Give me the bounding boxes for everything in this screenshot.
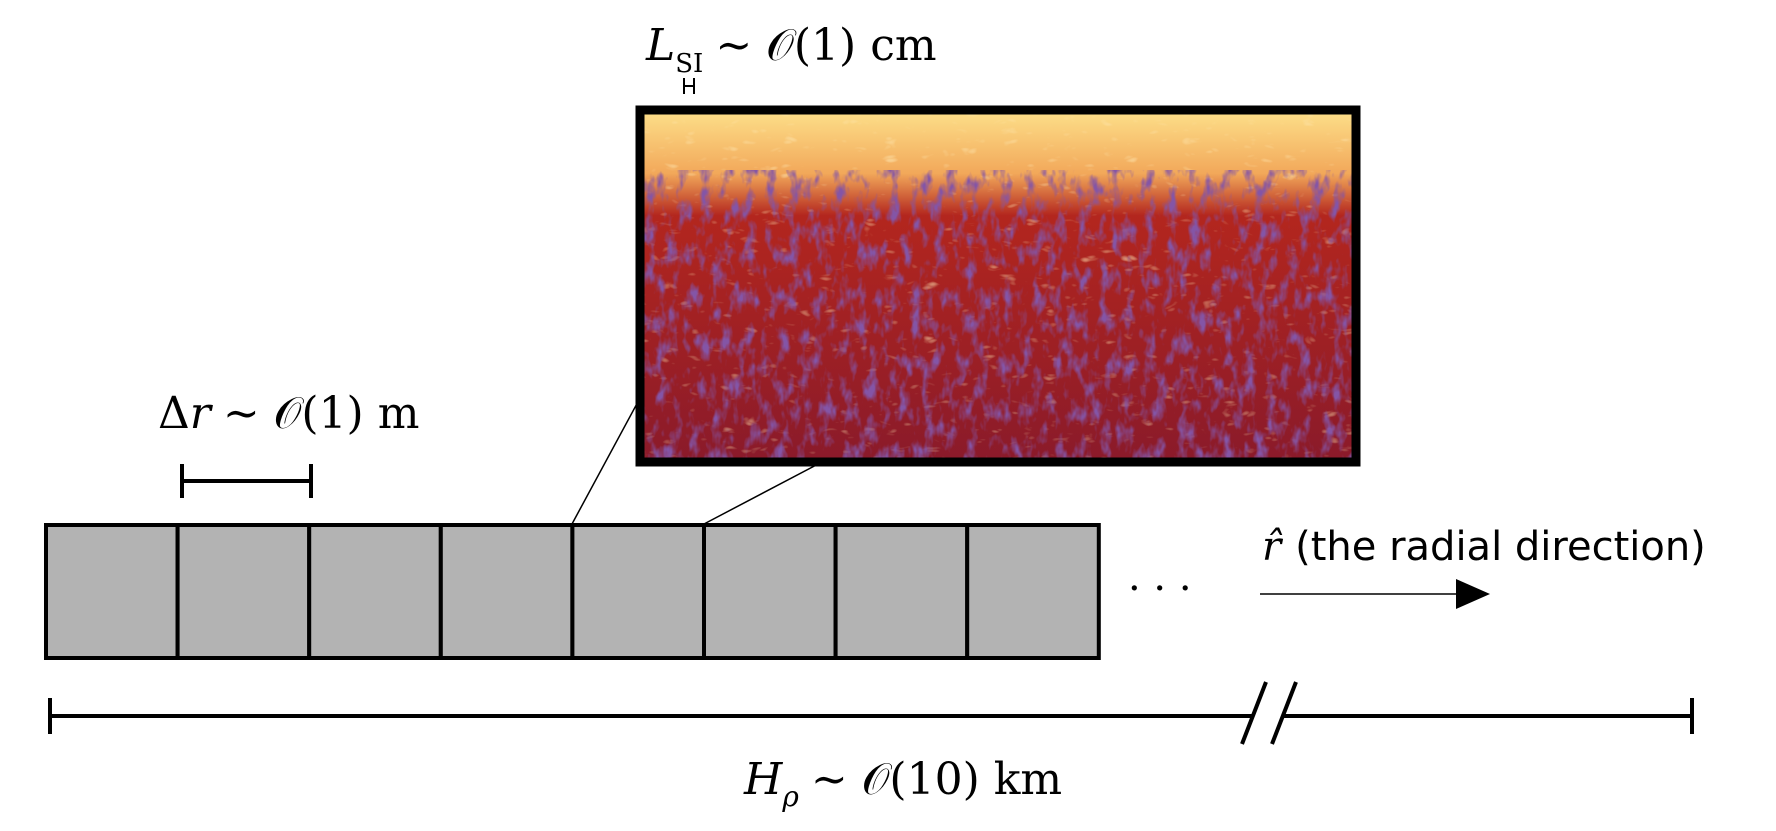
radial-label: r̂ (the radial direction) (1262, 524, 1706, 570)
grid-cell (175, 523, 312, 660)
lsi-scale-bar (683, 78, 695, 94)
turbulence-inset (635, 105, 1361, 467)
grid-cell (833, 523, 970, 660)
dr-scale-bar (180, 464, 313, 498)
grid-cell (44, 523, 180, 660)
grid-cell (965, 523, 1101, 660)
ellipsis: · · · (1128, 566, 1192, 612)
dr-label: Δr ∼ 𝒪(1) m (158, 388, 419, 439)
h-rho-label: Hρ ∼ 𝒪(10) km (743, 754, 1062, 813)
axis-break-mark-1 (1240, 681, 1268, 745)
axis-break-mark-2 (1270, 681, 1298, 745)
zoom-line-right (703, 461, 823, 525)
grid-cell (702, 523, 838, 660)
radial-arrow-head (1456, 579, 1490, 609)
zoom-line-left (571, 397, 641, 525)
grid-cells (44, 523, 1101, 660)
inset-frame (635, 105, 1361, 467)
grid-cell (570, 523, 707, 660)
grid-cell (438, 523, 575, 660)
h-rho-scale-bar (48, 681, 1694, 745)
lsi-label: LSI ∼ 𝒪(1) cm (645, 20, 937, 79)
grid-cell (307, 523, 443, 660)
